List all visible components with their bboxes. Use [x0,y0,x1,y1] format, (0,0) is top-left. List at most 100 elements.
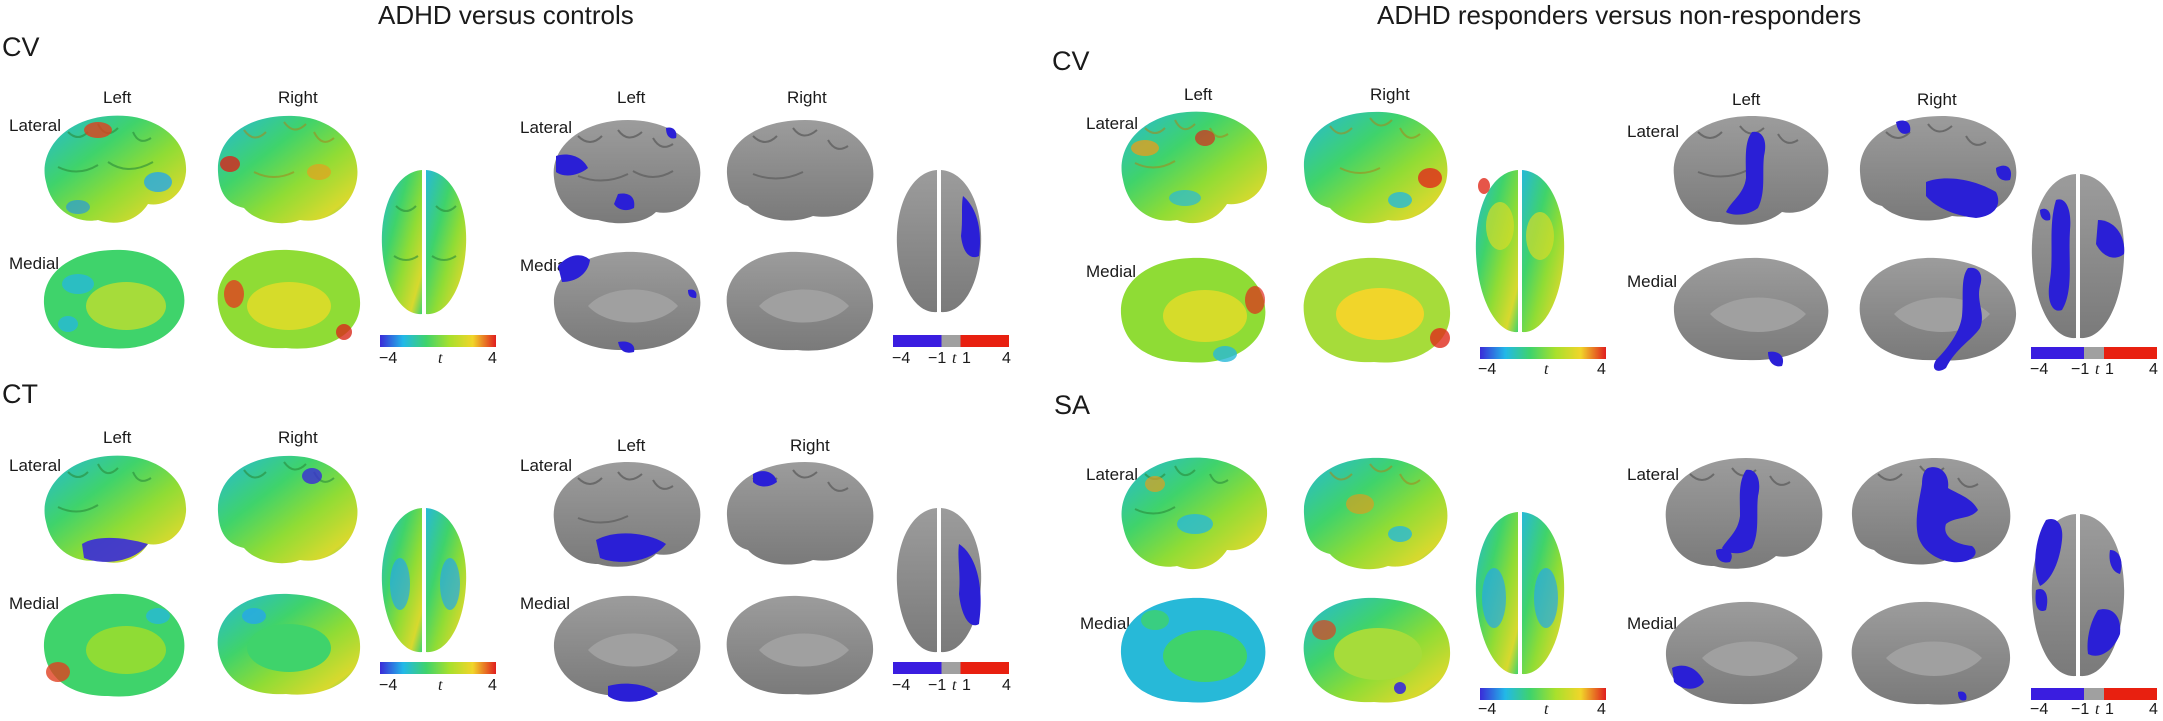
view-label-lateral: Lateral [1627,122,1679,141]
colorbar-axis-label: t [1544,701,1549,718]
brain-tmap-right-medial [1303,257,1451,363]
brain-tmap-left-lateral [1121,111,1268,224]
colorbar-max: 4 [2149,701,2158,718]
brain-tmap-left-medial [1120,597,1266,703]
hemisphere-label-left: Left [1184,85,1213,104]
colorbar-significance [2031,347,2157,359]
hemisphere-label-left: Left [617,436,646,455]
colorbar-neg-threshold: −1 [2071,361,2090,378]
view-label-medial: Medial [9,594,60,613]
brain-tmap-left-lateral [44,455,187,563]
brain-sig-left-lateral [1673,116,1829,225]
colorbar-significance [893,662,1009,674]
colorbar-axis-label: t [438,350,443,367]
colorbar-min: −4 [379,350,398,367]
brain-sig-left-medial [1673,257,1829,367]
colorbar-max: 4 [488,350,497,367]
colorbar-pos-threshold: 1 [962,677,971,694]
view-label-lateral: Lateral [9,456,61,475]
brain-sig-right-medial [726,251,874,351]
hemisphere-label-left: Left [617,88,646,107]
brain-tmap-right-medial [1303,597,1451,703]
view-label-medial: Medial [520,256,571,275]
view-label-medial: Medial [9,254,60,273]
brain-sig-left-medial [553,595,701,702]
colorbar-pos-threshold: 1 [2105,361,2114,378]
colorbar-max: 4 [1002,677,1011,694]
colorbar-tmap [1480,347,1606,359]
colorbar-neg-threshold: −1 [928,677,947,694]
brain-tmap-right-lateral [217,115,358,224]
section-label: SA [1054,390,1091,420]
brain-tmap-axial [1475,170,1565,333]
brain-sig-left-medial [1665,601,1823,705]
brain-sig-right-lateral [1851,458,2011,565]
view-label-medial: Medial [1086,262,1137,281]
colorbar-min: −4 [2030,701,2049,718]
brain-tmap-left-medial [1120,257,1266,363]
brain-sig-axial [2031,514,2125,677]
colorbar-axis-label: t [1544,361,1549,378]
view-label-medial: Medial [1627,272,1678,291]
colorbar-max: 4 [488,677,497,694]
brain-sig-axial [896,170,982,313]
view-label-lateral: Lateral [9,116,61,135]
view-label-lateral: Lateral [520,456,572,475]
colorbar-axis-label: t [2095,361,2100,378]
brain-sig-axial [896,508,982,653]
brain-sig-right-medial [1859,257,2017,371]
section-label: CV [2,32,40,62]
hemisphere-label-right: Right [278,88,318,107]
section-label: CT [2,379,38,409]
colorbar-min: −4 [1478,701,1497,718]
colorbar-max: 4 [2149,361,2158,378]
brain-sig-right-medial [726,595,874,695]
colorbar-tmap [380,662,496,674]
brain-tmap-axial [1475,512,1565,675]
brain-sig-left-lateral [553,462,701,567]
brain-tmap-left-medial [43,249,185,349]
colorbar-min: −4 [892,677,911,694]
colorbar-pos-threshold: 1 [962,350,971,367]
title-adhd-vs-controls: ADHD versus controls [378,0,634,30]
view-label-lateral: Lateral [520,118,572,137]
colorbar-max: 4 [1597,701,1606,718]
colorbar-axis-label: t [952,350,957,367]
colorbar-min: −4 [379,677,398,694]
hemisphere-label-right: Right [790,436,830,455]
colorbar-neg-threshold: −1 [928,350,947,367]
section-label: CV [1052,46,1090,76]
colorbar-axis-label: t [2095,701,2100,718]
colorbar-min: −4 [1478,361,1497,378]
hemisphere-label-right: Right [1370,85,1410,104]
colorbar-axis-label: t [438,677,443,694]
brain-tmap-right-medial [217,249,361,349]
colorbar-axis-label: t [952,677,957,694]
brain-sig-right-lateral [1859,116,2017,221]
brain-tmap-left-lateral [44,115,187,223]
view-label-medial: Medial [520,594,571,613]
view-label-lateral: Lateral [1086,114,1138,133]
brain-tmap-axial [381,170,467,315]
colorbar-max: 4 [1002,350,1011,367]
view-label-lateral: Lateral [1627,465,1679,484]
brain-tmap-axial [381,508,467,653]
brain-sig-right-lateral [726,120,874,221]
brain-sig-axial [2031,174,2125,339]
view-label-lateral: Lateral [1086,465,1138,484]
hemisphere-label-left: Left [103,88,132,107]
brain-tmap-right-lateral [1303,111,1448,224]
brain-tmap-left-lateral [1121,457,1268,570]
brain-sig-left-lateral [1665,458,1823,569]
title-responders-vs-nonresponders: ADHD responders versus non-responders [1377,0,1862,30]
brain-sig-right-lateral [726,462,874,565]
colorbar-min: −4 [892,350,911,367]
colorbar-max: 4 [1597,361,1606,378]
colorbar-significance [2031,688,2157,700]
brain-tmap-right-lateral [1303,457,1448,570]
view-label-medial: Medial [1080,614,1131,633]
colorbar-tmap [380,335,496,347]
colorbar-tmap [1480,688,1606,700]
brain-tmap-right-lateral [217,455,358,564]
brain-sig-left-lateral [553,120,701,224]
